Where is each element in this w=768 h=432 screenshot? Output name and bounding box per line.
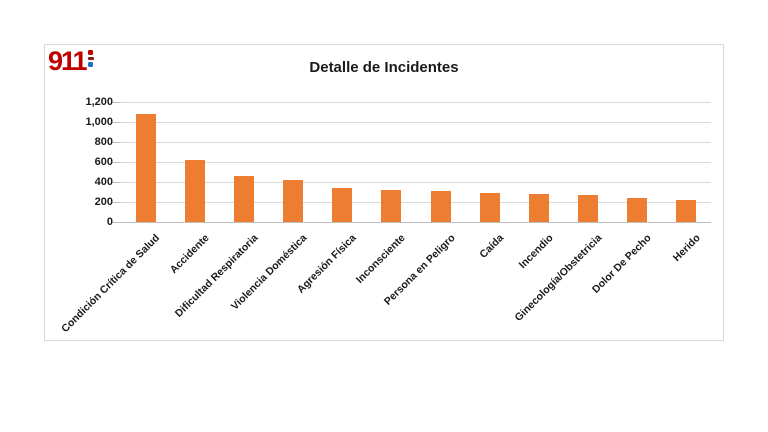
logo-911-text: 911	[48, 46, 88, 76]
logo-911: 911	[48, 46, 94, 76]
x-axis-label: Accidente	[167, 232, 212, 276]
chart-title: Detalle de Incidentes	[309, 59, 459, 76]
y-axis-label: 800	[94, 136, 113, 148]
bar	[283, 180, 304, 222]
x-axis-label: Caída	[477, 232, 507, 261]
x-axis-label: Inconsciente	[354, 232, 408, 286]
gridline	[121, 102, 711, 103]
category-cell: Persona en Peligro	[381, 102, 465, 308]
y-axis-tick	[113, 102, 121, 103]
bar	[528, 193, 549, 222]
y-axis-tick	[113, 142, 121, 143]
bar	[676, 200, 697, 222]
bar	[332, 188, 353, 222]
gridline	[121, 162, 711, 163]
logo-middle-mark-icon	[87, 57, 94, 60]
bar	[135, 114, 156, 222]
bar	[381, 189, 402, 222]
y-axis-label: 1,000	[85, 116, 113, 128]
category-cell: Inconsciente	[354, 102, 416, 286]
category-cell: Agresión Física	[295, 102, 367, 296]
y-axis-tick	[113, 122, 121, 123]
bar	[430, 190, 451, 222]
x-axis-line	[121, 222, 711, 223]
y-axis-label: 200	[94, 196, 113, 208]
x-axis-label: Ginecología/Obstetricia	[512, 232, 605, 324]
category-cell: Caída	[465, 102, 514, 261]
y-axis-tick	[113, 222, 121, 223]
category-cell: Accidente	[167, 102, 219, 276]
bar	[578, 194, 599, 222]
y-axis-label: 0	[106, 216, 113, 228]
category-cell: Condición Crítica de Salud	[59, 102, 170, 335]
y-axis-label: 1,200	[85, 96, 113, 108]
category-cell: Incendio	[514, 102, 563, 271]
category-cell: Dificultad Respiratoria	[173, 102, 268, 320]
y-axis-tick	[113, 202, 121, 203]
bar	[233, 176, 254, 222]
bar	[479, 193, 500, 222]
x-axis-label: Condición Crítica de Salud	[59, 232, 163, 335]
gridline	[121, 122, 711, 123]
gridline	[121, 142, 711, 143]
logo-blue-dot-icon	[88, 62, 94, 67]
incident-chart-card: 911 Detalle de Incidentes 0 200 400 600 800 1…	[44, 44, 724, 341]
bar	[627, 197, 648, 222]
gridline	[121, 202, 711, 203]
bars-row: Condición Crítica de Salud Accidente Dific…	[59, 102, 711, 335]
y-axis-tick	[113, 162, 121, 163]
y-axis-label: 400	[94, 176, 113, 188]
x-axis-label: Dificultad Respiratoria	[172, 232, 261, 320]
category-cell: Ginecología/Obstetricia	[513, 102, 613, 324]
bar-chart-plot-area: 0 200 400 600 800 1,000 1,200 Condición Crítica…	[59, 96, 711, 335]
category-cell: Herido	[662, 102, 711, 264]
logo-red-dot-icon	[88, 50, 94, 55]
logo-911-dots	[87, 50, 94, 67]
x-axis-label: Incendio	[516, 232, 556, 272]
category-cell: Dolor De Pecho	[590, 102, 662, 296]
bar	[184, 160, 205, 222]
y-axis-tick	[113, 182, 121, 183]
gridline	[121, 182, 711, 183]
x-axis-label: Herido	[670, 232, 703, 265]
y-axis-label: 600	[94, 156, 113, 168]
category-cell: Violencia Doméstica	[229, 102, 318, 313]
